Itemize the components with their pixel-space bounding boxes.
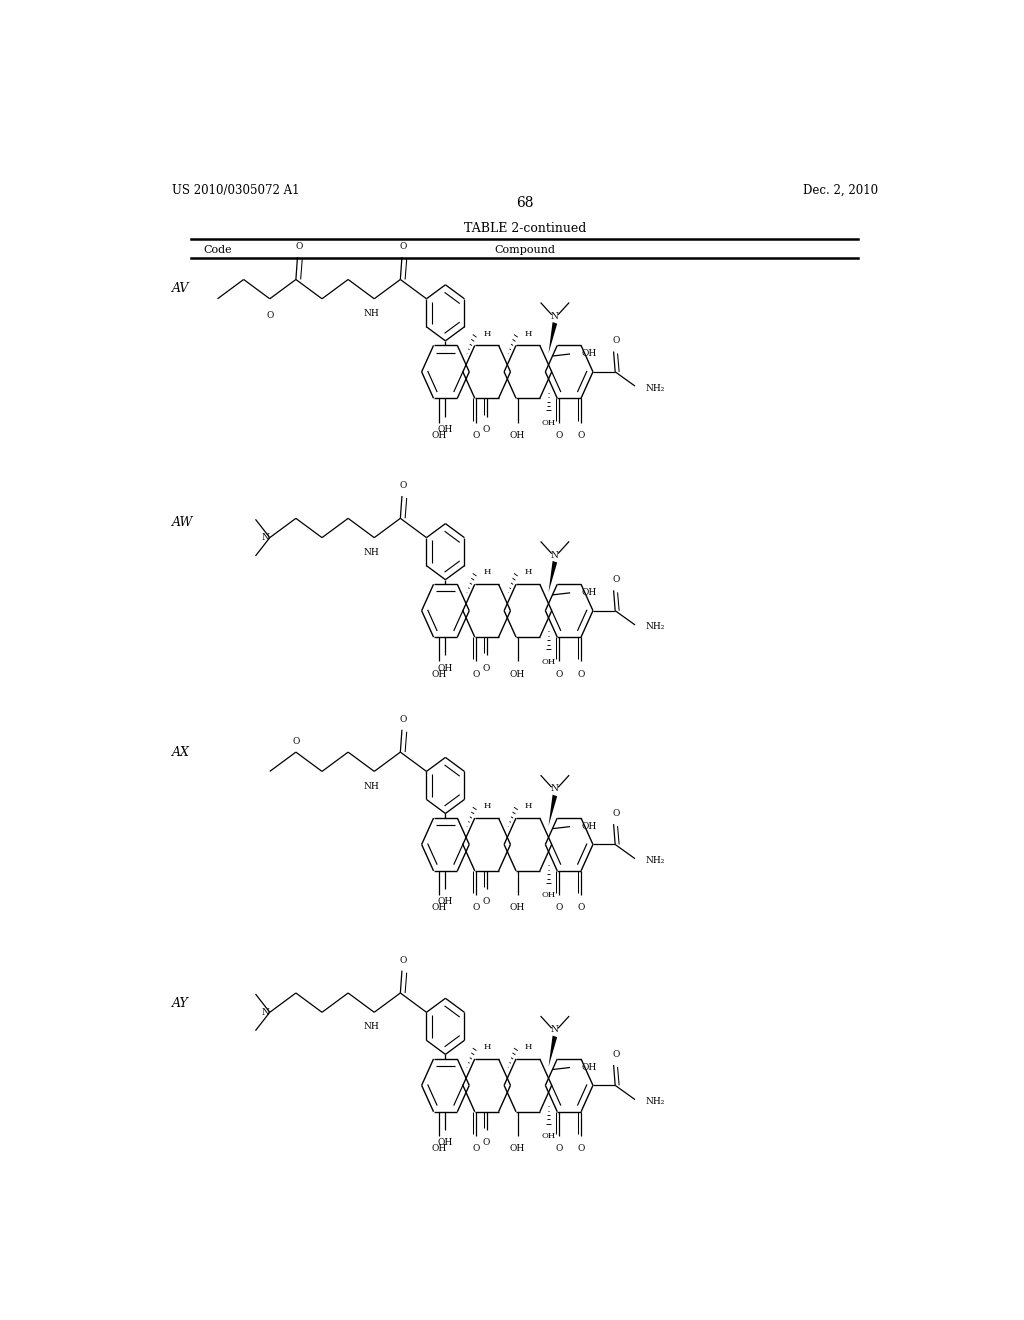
Text: Code: Code bbox=[204, 244, 232, 255]
Text: OH: OH bbox=[542, 891, 556, 899]
Text: OH: OH bbox=[510, 1144, 525, 1154]
Polygon shape bbox=[549, 1036, 557, 1067]
Text: OH: OH bbox=[438, 898, 453, 907]
Text: OH: OH bbox=[582, 350, 596, 359]
Text: NH: NH bbox=[364, 309, 379, 318]
Text: H: H bbox=[524, 1043, 532, 1051]
Text: O: O bbox=[612, 1049, 620, 1059]
Text: O: O bbox=[578, 669, 585, 678]
Text: OH: OH bbox=[510, 430, 525, 440]
Text: OH: OH bbox=[432, 903, 447, 912]
Text: O: O bbox=[555, 903, 562, 912]
Text: OH: OH bbox=[432, 669, 447, 678]
Text: O: O bbox=[483, 425, 490, 434]
Text: NH₂: NH₂ bbox=[645, 623, 665, 631]
Text: AX: AX bbox=[172, 746, 189, 759]
Text: O: O bbox=[612, 337, 620, 346]
Text: Compound: Compound bbox=[495, 244, 555, 255]
Text: 68: 68 bbox=[516, 195, 534, 210]
Text: O: O bbox=[578, 903, 585, 912]
Text: O: O bbox=[483, 898, 490, 907]
Text: O: O bbox=[612, 576, 620, 585]
Text: H: H bbox=[483, 569, 490, 577]
Text: AW: AW bbox=[172, 516, 193, 529]
Text: O: O bbox=[483, 1138, 490, 1147]
Text: OH: OH bbox=[510, 903, 525, 912]
Text: O: O bbox=[612, 809, 620, 818]
Text: O: O bbox=[473, 669, 480, 678]
Text: OH: OH bbox=[432, 1144, 447, 1154]
Text: O: O bbox=[483, 664, 490, 672]
Text: NH: NH bbox=[364, 1023, 379, 1031]
Text: OH: OH bbox=[438, 425, 453, 434]
Text: NH: NH bbox=[364, 548, 379, 557]
Text: O: O bbox=[555, 1144, 562, 1154]
Text: H: H bbox=[483, 803, 490, 810]
Polygon shape bbox=[549, 795, 557, 826]
Text: H: H bbox=[524, 803, 532, 810]
Text: OH: OH bbox=[542, 418, 556, 426]
Text: OH: OH bbox=[542, 657, 556, 665]
Text: O: O bbox=[555, 430, 562, 440]
Text: O: O bbox=[555, 669, 562, 678]
Text: O: O bbox=[399, 714, 408, 723]
Text: NH₂: NH₂ bbox=[645, 857, 665, 865]
Text: O: O bbox=[399, 242, 408, 251]
Text: O: O bbox=[295, 242, 303, 251]
Text: H: H bbox=[483, 330, 490, 338]
Text: OH: OH bbox=[432, 430, 447, 440]
Polygon shape bbox=[549, 561, 557, 593]
Text: OH: OH bbox=[582, 589, 596, 598]
Text: N: N bbox=[262, 533, 269, 543]
Text: NH₂: NH₂ bbox=[645, 384, 665, 392]
Text: O: O bbox=[292, 737, 300, 746]
Text: N: N bbox=[551, 550, 559, 560]
Text: O: O bbox=[473, 430, 480, 440]
Text: O: O bbox=[399, 480, 408, 490]
Text: N: N bbox=[551, 1026, 559, 1035]
Text: OH: OH bbox=[582, 822, 596, 832]
Text: Dec. 2, 2010: Dec. 2, 2010 bbox=[803, 183, 878, 197]
Text: AV: AV bbox=[172, 282, 189, 296]
Text: H: H bbox=[483, 1043, 490, 1051]
Text: US 2010/0305072 A1: US 2010/0305072 A1 bbox=[172, 183, 299, 197]
Text: N: N bbox=[262, 1007, 269, 1016]
Text: O: O bbox=[578, 430, 585, 440]
Text: OH: OH bbox=[582, 1063, 596, 1072]
Text: OH: OH bbox=[438, 1138, 453, 1147]
Text: NH₂: NH₂ bbox=[645, 1097, 665, 1106]
Text: N: N bbox=[551, 312, 559, 321]
Text: NH: NH bbox=[364, 781, 379, 791]
Text: H: H bbox=[524, 569, 532, 577]
Text: N: N bbox=[551, 784, 559, 793]
Text: TABLE 2-continued: TABLE 2-continued bbox=[464, 223, 586, 235]
Text: OH: OH bbox=[438, 664, 453, 672]
Text: O: O bbox=[399, 956, 408, 965]
Text: O: O bbox=[266, 312, 273, 319]
Text: AY: AY bbox=[172, 997, 188, 1010]
Text: H: H bbox=[524, 330, 532, 338]
Text: O: O bbox=[578, 1144, 585, 1154]
Text: O: O bbox=[473, 1144, 480, 1154]
Text: OH: OH bbox=[510, 669, 525, 678]
Text: O: O bbox=[473, 903, 480, 912]
Text: OH: OH bbox=[542, 1133, 556, 1140]
Polygon shape bbox=[549, 322, 557, 354]
